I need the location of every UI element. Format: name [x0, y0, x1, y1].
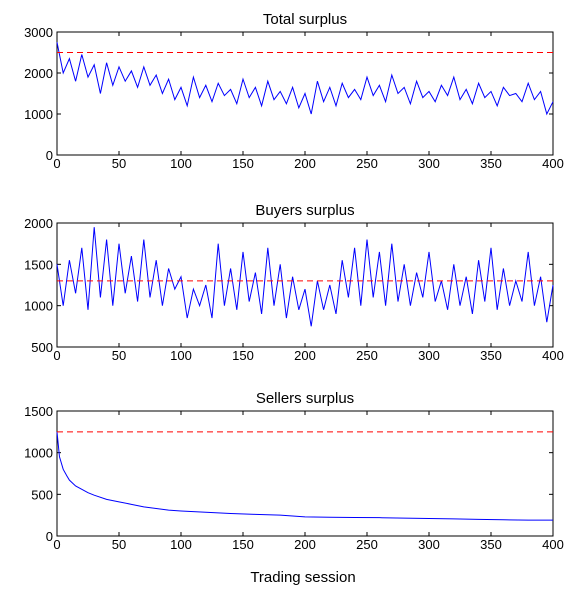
series-line	[56, 42, 554, 116]
y-tick-label: 0	[46, 148, 53, 163]
x-tick-label: 150	[232, 348, 254, 363]
x-tick-label: 350	[480, 156, 502, 171]
y-tick-label: 1500	[24, 257, 53, 272]
chart-panel-1: Total surplus 0 50 100 150 200 250 300 350 400 0 10…	[24, 11, 564, 171]
x-tick-label: 0	[53, 537, 60, 552]
x-tick-label: 50	[112, 537, 126, 552]
y-tick-label: 1500	[24, 404, 53, 419]
x-tick-label: 350	[480, 537, 502, 552]
x-tick-label: 100	[170, 537, 192, 552]
series-line	[56, 431, 553, 521]
x-tick-label: 250	[356, 537, 378, 552]
x-tick-label: 50	[112, 348, 126, 363]
y-tick-label: 3000	[24, 25, 53, 40]
y-tick-label: 2000	[24, 66, 53, 81]
x-tick-label: 0	[53, 348, 60, 363]
x-tick-label: 0	[53, 156, 60, 171]
x-tick-label: 400	[542, 348, 564, 363]
chart-title: Total surplus	[263, 11, 347, 28]
y-tick-label: 500	[31, 340, 53, 355]
x-tick-label: 200	[294, 537, 316, 552]
x-tick-label: 50	[112, 156, 126, 171]
x-tick-label: 300	[418, 156, 440, 171]
x-tick-label: 100	[170, 156, 192, 171]
x-tick-label: 400	[542, 156, 564, 171]
x-tick-label: 150	[232, 156, 254, 171]
x-tick-label: 250	[356, 348, 378, 363]
y-tick-label: 1000	[24, 107, 53, 122]
y-tick-label: 500	[31, 487, 53, 502]
y-tick-label: 0	[46, 529, 53, 544]
chart-title: Buyers surplus	[255, 202, 354, 219]
x-tick-label: 300	[418, 537, 440, 552]
x-tick-label: 150	[232, 537, 254, 552]
x-tick-label: 350	[480, 348, 502, 363]
x-tick-label: 200	[294, 156, 316, 171]
y-tick-label: 1000	[24, 446, 53, 461]
plot-area-frame	[56, 222, 554, 348]
y-tick-label: 1000	[24, 299, 53, 314]
chart-title: Sellers surplus	[256, 390, 354, 407]
x-tick-label: 300	[418, 348, 440, 363]
x-axis-label: Trading session	[250, 569, 355, 586]
x-tick-label: 250	[356, 156, 378, 171]
y-tick-label: 2000	[24, 216, 53, 231]
x-tick-label: 200	[294, 348, 316, 363]
x-tick-label: 100	[170, 348, 192, 363]
x-tick-label: 400	[542, 537, 564, 552]
chart-panel-2: Buyers surplus 0 50 100 150 200 250 300 350 400 50…	[24, 202, 564, 363]
chart-panel-3: Sellers surplus 0 50 100 150 200 250 300 350 400 0…	[24, 390, 564, 552]
